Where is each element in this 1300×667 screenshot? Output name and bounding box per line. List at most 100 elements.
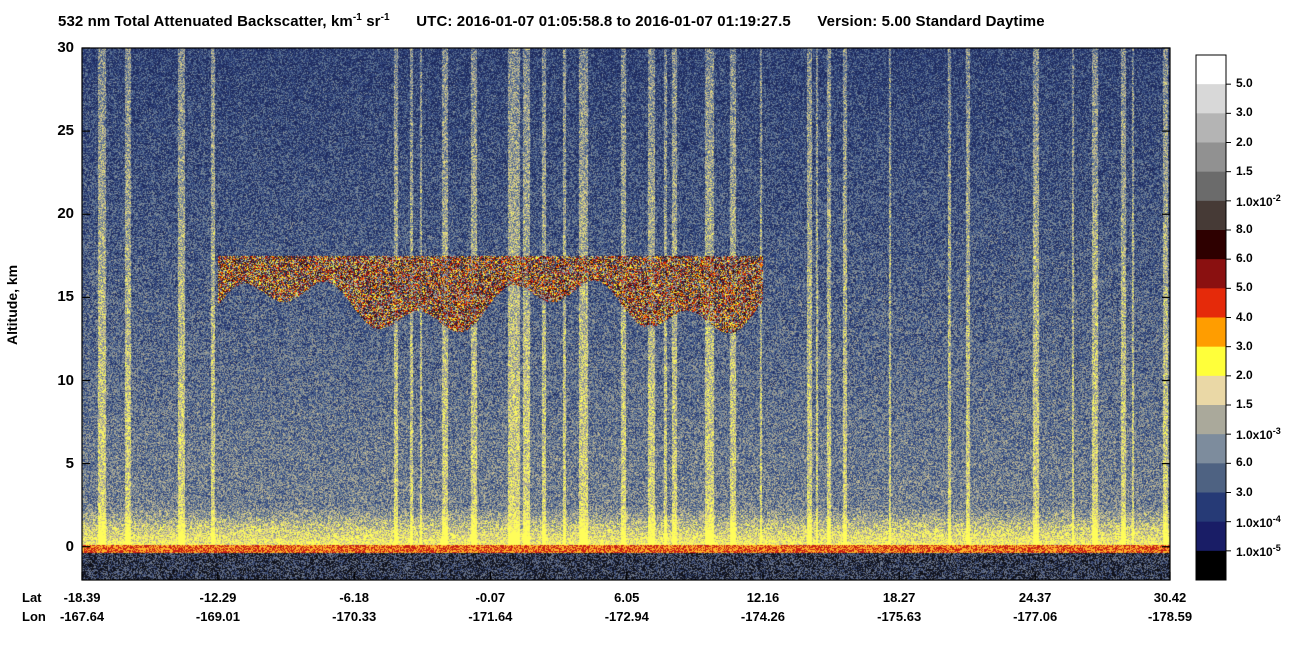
colorbar-label: 1.0x10-4	[1236, 514, 1281, 530]
colorbar-label: 2.0	[1236, 135, 1253, 149]
colorbar-swatch	[1196, 375, 1226, 406]
title-sr: sr	[361, 13, 381, 30]
colorbar-label-value: 2.0	[1236, 367, 1253, 382]
colorbar-label: 1.0x10-5	[1236, 543, 1281, 559]
colorbar-swatch	[1196, 142, 1226, 173]
colorbar-label: 5.0	[1236, 280, 1253, 294]
y-tick-label: 15	[57, 288, 74, 306]
colorbar-label-exponent: -2	[1272, 192, 1281, 203]
lon-row-label: Lon	[22, 609, 46, 624]
title-quantity: 532 nm Total Attenuated Backscatter, km	[58, 13, 353, 30]
colorbar-label-value: 1.0x10	[1236, 194, 1273, 209]
title-sup-2: -1	[380, 12, 390, 23]
x-tick-lon: -177.06	[1013, 609, 1058, 624]
colorbar-label-value: 2.0	[1236, 134, 1253, 149]
title-utc-end: 2016-01-07 01:19:27.5	[635, 13, 791, 30]
colorbar-label-exponent: -4	[1272, 513, 1281, 524]
y-tick-label: 30	[57, 39, 74, 56]
colorbar-label: 3.0	[1236, 339, 1253, 353]
title-sup-1: -1	[352, 12, 362, 23]
title-utc-start: 2016-01-07 01:05:58.8	[456, 13, 613, 30]
heatmap-image	[82, 48, 1170, 580]
colorbar-label: 5.0	[1236, 76, 1253, 90]
x-tick-lon: -170.33	[332, 609, 377, 624]
colorbar-label-value: 1.0x10	[1236, 515, 1273, 530]
colorbar-label-value: 1.5	[1236, 397, 1253, 411]
colorbar-swatch	[1196, 521, 1226, 552]
colorbar-label-value: 6.0	[1236, 251, 1253, 266]
colorbar-swatch	[1196, 113, 1226, 143]
chart-title: 532 nm Total Attenuated Backscatter, km-…	[58, 12, 1045, 30]
colorbar-label-exponent: -3	[1272, 426, 1281, 437]
colorbar-swatch	[1196, 317, 1226, 348]
colorbar-label-value: 6.0	[1236, 455, 1253, 470]
x-tick-lon: -172.94	[604, 609, 649, 624]
colorbar-label: 8.0	[1236, 222, 1253, 236]
x-tick-lat: -18.39	[63, 590, 101, 605]
colorbar-swatch	[1196, 84, 1226, 114]
colorbar-label: 6.0	[1236, 455, 1253, 469]
x-tick-lat: 30.42	[1153, 590, 1187, 605]
colorbar-swatch	[1196, 259, 1226, 289]
colorbar	[1195, 54, 1231, 581]
colorbar-label-value: 5.0	[1236, 280, 1253, 295]
x-tick-lon: -169.01	[195, 609, 241, 624]
y-tick-label: 25	[57, 122, 74, 140]
colorbar-swatch	[1196, 230, 1226, 260]
plot-axes	[81, 47, 1171, 581]
colorbar-label-value: 8.0	[1236, 222, 1253, 236]
colorbar-swatch	[1196, 200, 1226, 231]
x-tick-lon: -175.63	[877, 609, 922, 624]
x-tick-lat: -6.18	[339, 590, 369, 605]
colorbar-label: 3.0	[1236, 485, 1253, 499]
plot-frame	[81, 47, 1171, 581]
colorbar-label: 6.0	[1236, 251, 1253, 265]
y-tick-label: 10	[57, 371, 74, 389]
x-tick-lat: 24.37	[1018, 590, 1052, 605]
title-mode: Daytime	[985, 13, 1045, 30]
colorbar-label-value: 5.0	[1236, 76, 1253, 91]
colorbar-swatch	[1196, 550, 1226, 581]
colorbar-label: 1.5	[1236, 397, 1253, 411]
y-axis-title: Altitude, km	[4, 264, 20, 345]
colorbar-label-value: 1.0x10	[1236, 428, 1273, 443]
colorbar-swatch	[1196, 405, 1226, 435]
backscatter-heatmap	[82, 48, 1170, 580]
title-version: Version: 5.00	[817, 13, 912, 30]
colorbar-swatch	[1196, 346, 1226, 377]
x-tick-lat: 18.27	[882, 590, 916, 605]
colorbar-label-value: 3.0	[1236, 338, 1253, 353]
colorbar-swatch	[1196, 288, 1226, 318]
x-tick-lon: -174.26	[740, 609, 786, 624]
colorbar-label: 1.0x10-3	[1236, 426, 1281, 442]
y-tick-label: 5	[65, 454, 74, 472]
title-to: to	[616, 13, 631, 30]
x-tick-lon: -178.59	[1147, 609, 1193, 624]
colorbar-label: 3.0	[1236, 105, 1253, 119]
x-tick-lat: 12.16	[746, 590, 780, 605]
lat-row-label: Lat	[22, 590, 42, 605]
x-tick-lat: -0.07	[475, 590, 506, 605]
x-tick-lat: -12.29	[199, 590, 237, 605]
colorbar-swatch	[1196, 434, 1226, 464]
colorbar-label: 1.0x10-2	[1236, 193, 1281, 209]
colorbar-label-value: 4.0	[1236, 309, 1253, 324]
colorbar-swatch	[1196, 171, 1226, 202]
colorbar-swatch	[1196, 55, 1226, 85]
y-tick-label: 0	[65, 537, 74, 555]
colorbar-label-value: 3.0	[1236, 105, 1253, 120]
colorbar-label: 1.5	[1236, 164, 1253, 178]
title-product: Standard	[915, 13, 982, 30]
y-tick-label: 20	[57, 205, 74, 223]
colorbar-label: 4.0	[1236, 310, 1253, 324]
colorbar-label-value: 1.0x10	[1236, 544, 1273, 559]
x-tick-lat: 6.05	[614, 590, 640, 605]
title-utc-label: UTC:	[416, 13, 453, 30]
colorbar-label: 2.0	[1236, 368, 1253, 382]
colorbar-label-value: 3.0	[1236, 484, 1253, 499]
colorbar-swatch	[1196, 463, 1226, 493]
colorbar-label-exponent: -5	[1272, 542, 1281, 553]
colorbar-label-value: 1.5	[1236, 163, 1253, 178]
colorbar-swatch	[1196, 492, 1226, 523]
